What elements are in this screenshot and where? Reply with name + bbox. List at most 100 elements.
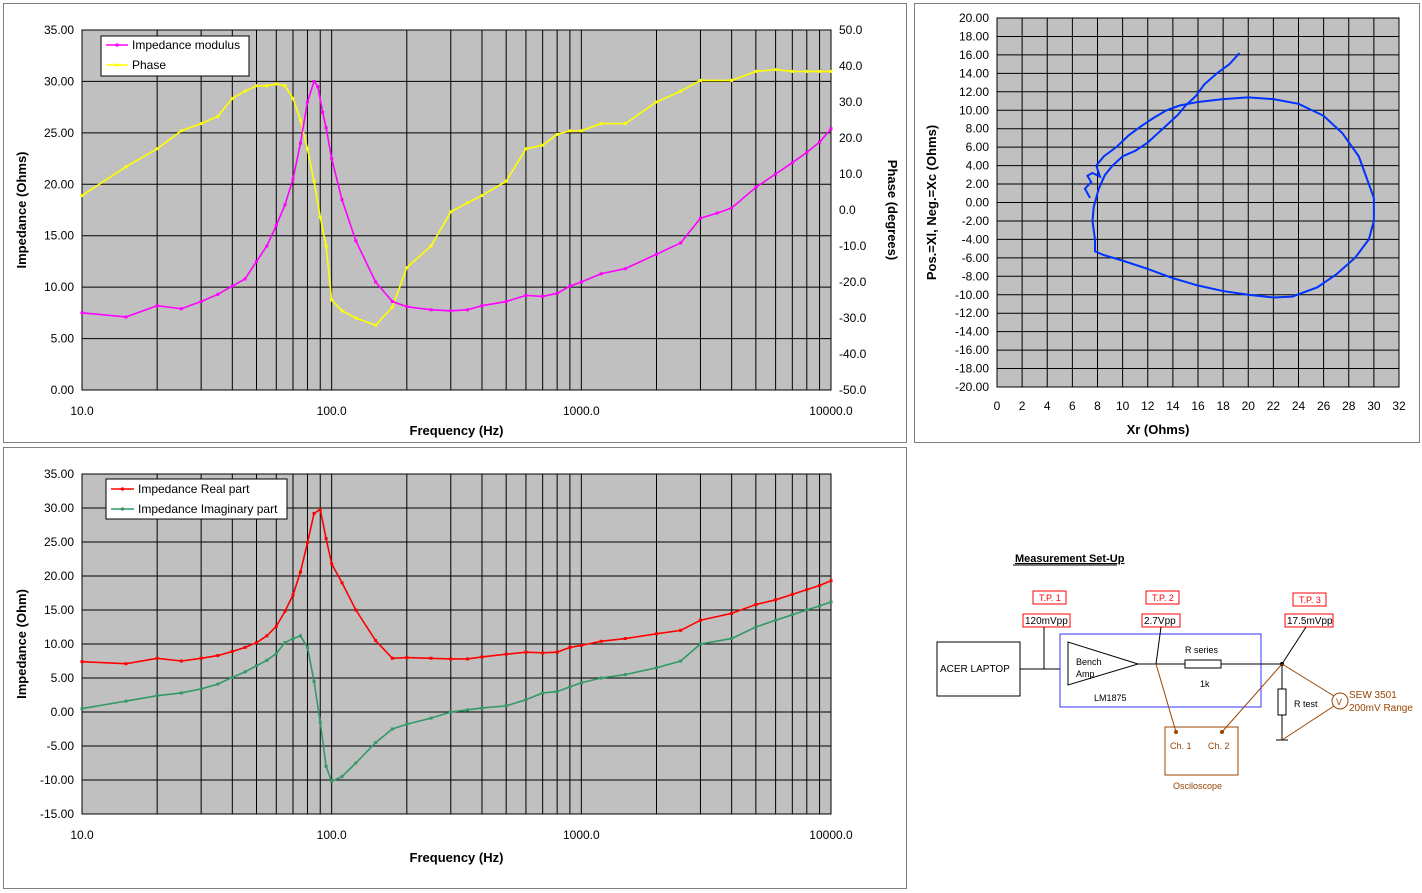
series-point-imaginary [179, 691, 183, 695]
series-point-real [216, 654, 220, 658]
series-point-modulus [312, 79, 316, 83]
series-point-imaginary [679, 659, 683, 663]
x-tick-label: 1000.0 [563, 404, 600, 418]
modulus-phase-chart-panel: 0.00 5.00 10.00 15.00 20.00 25.00 30.00 35.00 -5… [3, 3, 907, 443]
voltmeter-symbol: V [1336, 697, 1342, 707]
series-point-modulus [730, 206, 734, 210]
series-point-imaginary [754, 625, 758, 629]
series-point-phase [654, 100, 658, 104]
x-tick-label: 100.0 [317, 828, 347, 842]
series-point-real [623, 637, 627, 641]
y2-tick-label: 10.0 [839, 167, 863, 181]
series-point-modulus [774, 172, 778, 176]
x-tick-label: 20 [1242, 399, 1256, 413]
series-point-real [730, 611, 734, 615]
series-point-imaginary [265, 658, 269, 662]
series-point-modulus [568, 284, 572, 288]
series-point-imaginary [480, 706, 484, 710]
series-point-real [541, 651, 545, 655]
series-point-real [374, 639, 378, 643]
series-point-phase [429, 244, 433, 248]
series-point-imaginary [730, 637, 734, 641]
y-tick-label: 30.00 [44, 74, 74, 88]
series-point-imaginary [541, 691, 545, 695]
series-point-real [330, 562, 334, 566]
y2-tick-label: 40.0 [839, 59, 863, 73]
x-tick-label: 1000.0 [563, 828, 600, 842]
series-point-imaginary [340, 775, 344, 779]
modulus-phase-chart: 0.00 5.00 10.00 15.00 20.00 25.00 30.00 35.00 -5… [14, 23, 900, 438]
x-tick-label: 16 [1191, 399, 1205, 413]
series-point-real [599, 639, 603, 643]
series-point-modulus [390, 300, 394, 304]
y-tick-label: 12.00 [959, 85, 989, 99]
series-point-modulus [818, 140, 822, 144]
series-point-modulus [274, 223, 278, 227]
series-point-phase [291, 96, 295, 100]
y-tick-label: 30.00 [44, 501, 74, 515]
series-point-modulus [679, 241, 683, 245]
series-point-imaginary [449, 710, 453, 714]
y2-tick-label: -10.0 [839, 239, 867, 253]
legend-box [105, 478, 288, 520]
series-point-real [790, 592, 794, 596]
series-point-real [654, 632, 658, 636]
series-point-modulus [790, 161, 794, 165]
tp3-voltage: 17.5mVpp [1287, 616, 1333, 627]
series-point-modulus [805, 150, 809, 154]
series-point-phase [730, 78, 734, 82]
x-tick-label: 10.0 [70, 404, 94, 418]
series-point-modulus [283, 203, 287, 207]
series-point-imaginary [568, 685, 572, 689]
x-tick-label: 26 [1317, 399, 1331, 413]
series-point-real [698, 618, 702, 622]
series-point-phase [818, 69, 822, 73]
series-point-modulus [298, 141, 302, 145]
series-point-modulus [316, 85, 320, 89]
series-point-phase [283, 84, 287, 88]
series-point-imaginary [555, 690, 559, 694]
y-tick-label: 4.00 [966, 159, 990, 173]
series-point-imaginary [405, 722, 409, 726]
series-point-phase [405, 266, 409, 270]
series-point-phase [541, 143, 545, 147]
series-point-modulus [255, 259, 259, 263]
series-point-phase [754, 69, 758, 73]
oscilloscope-box [1164, 726, 1239, 776]
series-point-imaginary [354, 761, 358, 765]
legend-label-phase: Phase [132, 58, 166, 72]
y2-tick-label: 50.0 [839, 23, 863, 37]
series-point-real [312, 511, 316, 515]
series-point-imaginary [698, 642, 702, 646]
series-point-real [274, 624, 278, 628]
legend-marker-modulus [115, 43, 119, 47]
amp-label-2: Amp [1076, 669, 1095, 679]
y-tick-label: 20.00 [959, 11, 989, 25]
x-tick-label: 14 [1166, 399, 1180, 413]
series-point-imaginary [599, 676, 603, 680]
y-tick-label: -15.00 [40, 807, 74, 821]
series-point-modulus [541, 294, 545, 298]
r-test-resistor [1277, 688, 1287, 716]
y2-tick-label: -30.0 [839, 311, 867, 325]
real-imag-chart: -15.00 -10.00 -5.00 0.00 5.00 10.00 15.00 20.00… [14, 467, 853, 865]
series-point-imaginary [654, 666, 658, 670]
series-point-modulus [466, 308, 470, 312]
y-tick-label: 8.00 [966, 122, 990, 136]
series-point-modulus [199, 300, 203, 304]
y-tick-label: -10.00 [955, 288, 989, 302]
series-point-phase [354, 316, 358, 320]
series-point-real [80, 660, 84, 664]
series-point-modulus [405, 305, 409, 309]
series-point-modulus [623, 267, 627, 271]
series-point-real [230, 649, 234, 653]
series-point-phase [374, 323, 378, 327]
y-tick-label: 2.00 [966, 177, 990, 191]
x-tick-label: 32 [1392, 399, 1406, 413]
series-point-phase [599, 122, 603, 126]
series-point-real [318, 507, 322, 511]
y-tick-label: 25.00 [44, 535, 74, 549]
y-tick-label: 16.00 [959, 48, 989, 62]
series-point-imaginary [305, 645, 309, 649]
series-line-phase [81, 68, 831, 327]
